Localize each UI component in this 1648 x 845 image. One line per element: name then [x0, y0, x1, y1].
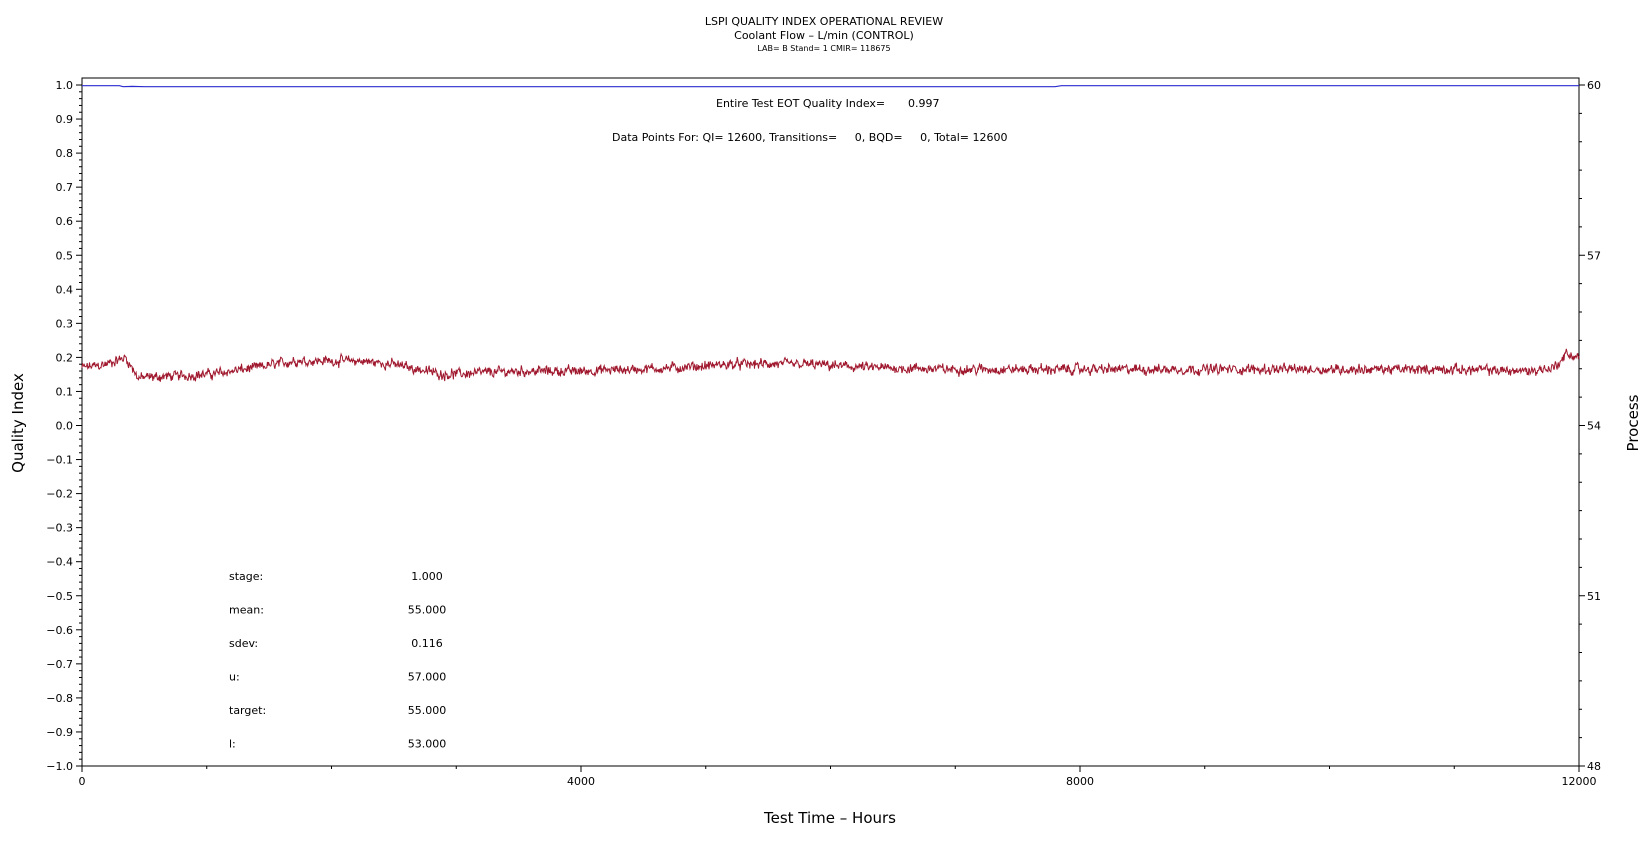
y-tick-label: 0.0: [56, 420, 74, 433]
plot-frame: [81, 77, 1580, 767]
y-tick-label: 0.3: [56, 317, 74, 330]
y-axis-label: Quality Index: [9, 373, 27, 473]
series-line-0: [82, 85, 1579, 88]
y2-tick-label: 54: [1587, 420, 1601, 433]
chart-subtitle: Coolant Flow – L/min (CONTROL): [734, 29, 914, 42]
stat-label: mean:: [229, 604, 264, 617]
x-tick-label: 12000: [1562, 775, 1597, 788]
x-axis: 0 4000 8000 12000: [79, 766, 1597, 788]
y-tick-label: −0.2: [46, 488, 73, 501]
y-tick-label: −0.1: [46, 454, 73, 467]
y2-tick-label: 60: [1587, 79, 1601, 92]
eot-quality-value: 0.997: [908, 97, 940, 110]
stat-value: 55.000: [408, 704, 447, 717]
y-tick-label: −0.3: [46, 522, 73, 535]
series-layer: [81, 85, 1580, 382]
stat-label: l:: [229, 738, 236, 751]
y-tick-label: 0.8: [56, 147, 74, 160]
data-points-summary: Data Points For: QI= 12600, Transitions=…: [612, 131, 1007, 144]
y-tick-label: −1.0: [46, 760, 73, 773]
y-tick-label: 0.2: [56, 351, 74, 364]
stat-label: sdev:: [229, 637, 258, 650]
y2-tick-label: 57: [1587, 249, 1601, 262]
x-axis-label: Test Time – Hours: [763, 809, 896, 827]
y-tick-label: −0.5: [46, 590, 73, 603]
y-tick-label: 0.5: [56, 249, 74, 262]
series-line-1: [81, 348, 1580, 382]
y-tick-label: −0.7: [46, 658, 73, 671]
stat-value: 1.000: [411, 570, 443, 583]
y-tick-label: −0.9: [46, 726, 73, 739]
x-tick-label: 0: [79, 775, 86, 788]
y-tick-label: 0.9: [56, 113, 74, 126]
y-tick-label: −0.6: [46, 624, 73, 637]
y2-tick-label: 48: [1587, 760, 1601, 773]
y-tick-label: 0.1: [56, 385, 74, 398]
x-tick-label: 8000: [1066, 775, 1094, 788]
stat-value: 57.000: [408, 671, 447, 684]
stat-label: stage:: [229, 570, 263, 583]
y-tick-label: 0.6: [56, 215, 74, 228]
y-tick-label: −0.8: [46, 692, 73, 705]
y-tick-label: 0.4: [56, 283, 74, 296]
stat-value: 0.116: [411, 637, 443, 650]
y2-tick-label: 51: [1587, 590, 1601, 603]
y-tick-label: 1.0: [56, 79, 74, 92]
stats-block: stage: 1.000 mean: 55.000 sdev: 0.116 u: 57.000…: [229, 570, 446, 751]
stat-value: 55.000: [408, 604, 447, 617]
y2-axis: 60 57 54 51 48: [1579, 79, 1601, 773]
eot-quality-label: Entire Test EOT Quality Index=: [716, 97, 885, 110]
stat-label: target:: [229, 704, 266, 717]
stat-label: u:: [229, 671, 240, 684]
chart-subsubtitle: LAB= B Stand= 1 CMIR= 118675: [757, 44, 890, 53]
y-tick-label: 0.7: [56, 181, 74, 194]
y-axis: 1.0 0.9 0.8 0.7 0.6 0.5 0.4 0.3 0.2 0.1 0.0 −0.1 −0.…: [46, 79, 82, 773]
stat-value: 53.000: [408, 738, 447, 751]
chart-title: LSPI QUALITY INDEX OPERATIONAL REVIEW: [705, 15, 943, 28]
x-tick-label: 4000: [567, 775, 595, 788]
y-tick-label: −0.4: [46, 556, 73, 569]
y2-axis-label: Process: [1624, 394, 1642, 451]
